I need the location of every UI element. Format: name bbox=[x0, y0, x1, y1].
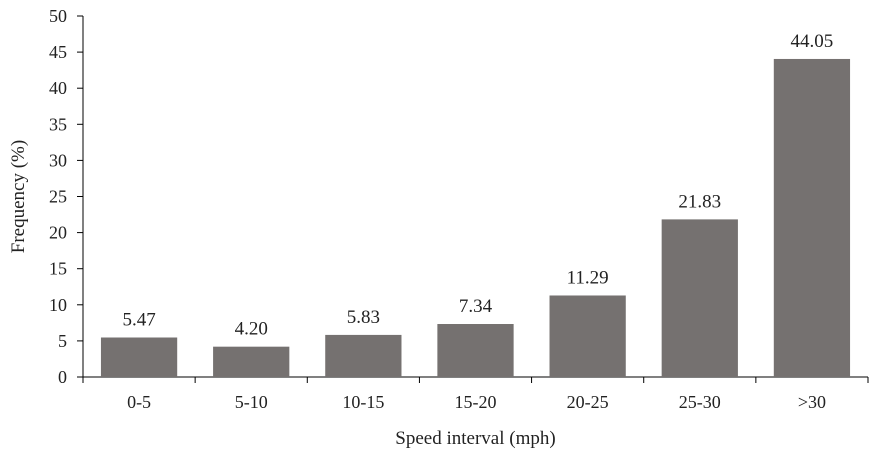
y-tick-label: 35 bbox=[49, 114, 67, 134]
x-axis: 0-5 5-10 10-15 15-20 20-25 25-30 >30 bbox=[82, 376, 869, 412]
y-tick-label: 30 bbox=[49, 150, 67, 170]
x-tick-label: 15-20 bbox=[455, 392, 497, 412]
y-tick-label: 10 bbox=[49, 295, 67, 315]
bar-5 bbox=[549, 295, 626, 377]
bar-3 bbox=[325, 334, 402, 377]
bar-1 bbox=[100, 337, 178, 377]
bar-2 bbox=[213, 346, 290, 377]
data-labels: 5.47 4.20 5.83 7.34 11.29 21.83 44.05 bbox=[122, 31, 833, 340]
x-tick-label: >30 bbox=[798, 392, 826, 412]
bar-value-label: 11.29 bbox=[567, 267, 609, 288]
y-axis: 0 5 10 15 20 25 30 35 40 45 50 bbox=[49, 6, 84, 387]
x-axis-title: Speed interval (mph) bbox=[395, 428, 555, 449]
x-tick-label: 10-15 bbox=[342, 392, 384, 412]
bar-value-label: 5.47 bbox=[122, 310, 155, 331]
x-tick-label: 20-25 bbox=[567, 392, 609, 412]
bars bbox=[100, 58, 851, 378]
bar-value-label: 4.20 bbox=[235, 319, 268, 340]
bar-7 bbox=[773, 58, 851, 378]
bar-value-label: 5.83 bbox=[347, 307, 380, 328]
bar-value-label: 44.05 bbox=[791, 31, 834, 52]
y-tick-label: 25 bbox=[49, 187, 67, 207]
bar-value-label: 7.34 bbox=[459, 296, 493, 317]
y-axis-title: Frequency (%) bbox=[8, 140, 29, 253]
bar-6 bbox=[661, 219, 738, 377]
y-tick-label: 5 bbox=[58, 331, 67, 351]
y-tick-label: 15 bbox=[49, 259, 67, 279]
x-tick-label: 0-5 bbox=[127, 392, 151, 412]
bar-4 bbox=[437, 324, 514, 377]
y-tick-label: 45 bbox=[49, 42, 67, 62]
x-tick-label: 5-10 bbox=[235, 392, 268, 412]
x-tick-label: 25-30 bbox=[679, 392, 721, 412]
y-tick-label: 40 bbox=[49, 78, 67, 98]
y-tick-label: 0 bbox=[58, 367, 67, 387]
bar-value-label: 21.83 bbox=[678, 191, 721, 212]
y-tick-label: 20 bbox=[49, 223, 67, 243]
y-tick-label: 50 bbox=[49, 6, 67, 26]
